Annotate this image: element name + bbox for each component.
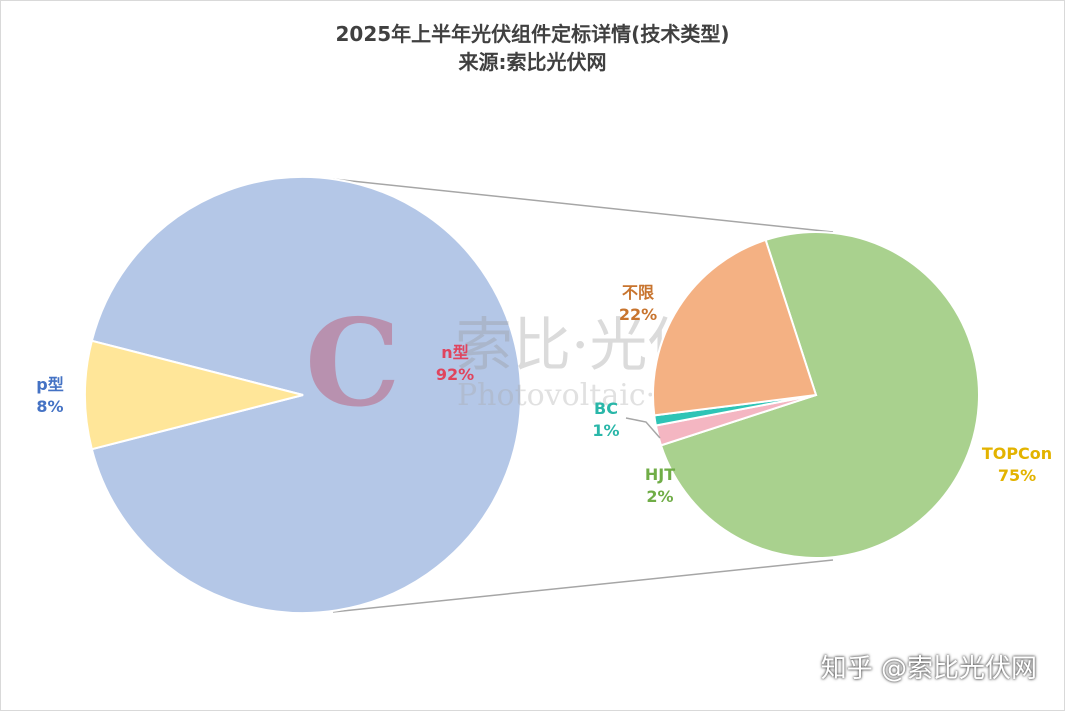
connector-line-top bbox=[332, 178, 834, 233]
label-p-type: p型 8% bbox=[36, 375, 63, 416]
connector-line-bottom bbox=[332, 559, 834, 613]
slice-unlimited bbox=[652, 238, 818, 417]
slice-p-type bbox=[84, 339, 304, 451]
label-unlimited: 不限 22% bbox=[619, 283, 657, 324]
svg-text:C: C bbox=[305, 293, 401, 434]
zhihu-watermark: 知乎 @索比光伏网 bbox=[820, 654, 1037, 684]
label-bc: BC 1% bbox=[592, 399, 619, 440]
bc-leader-line bbox=[625, 417, 661, 439]
slice-n-type bbox=[90, 176, 522, 614]
label-hjt: HJT 2% bbox=[645, 465, 675, 506]
chart-subtitle: 来源:索比光伏网 bbox=[458, 50, 607, 74]
label-n-type: n型 92% bbox=[436, 343, 474, 384]
label-topcon: TOPCon 75% bbox=[982, 444, 1052, 485]
slice-topcon bbox=[659, 231, 980, 559]
chart-title: 2025年上半年光伏组件定标详情(技术类型) bbox=[335, 22, 730, 46]
